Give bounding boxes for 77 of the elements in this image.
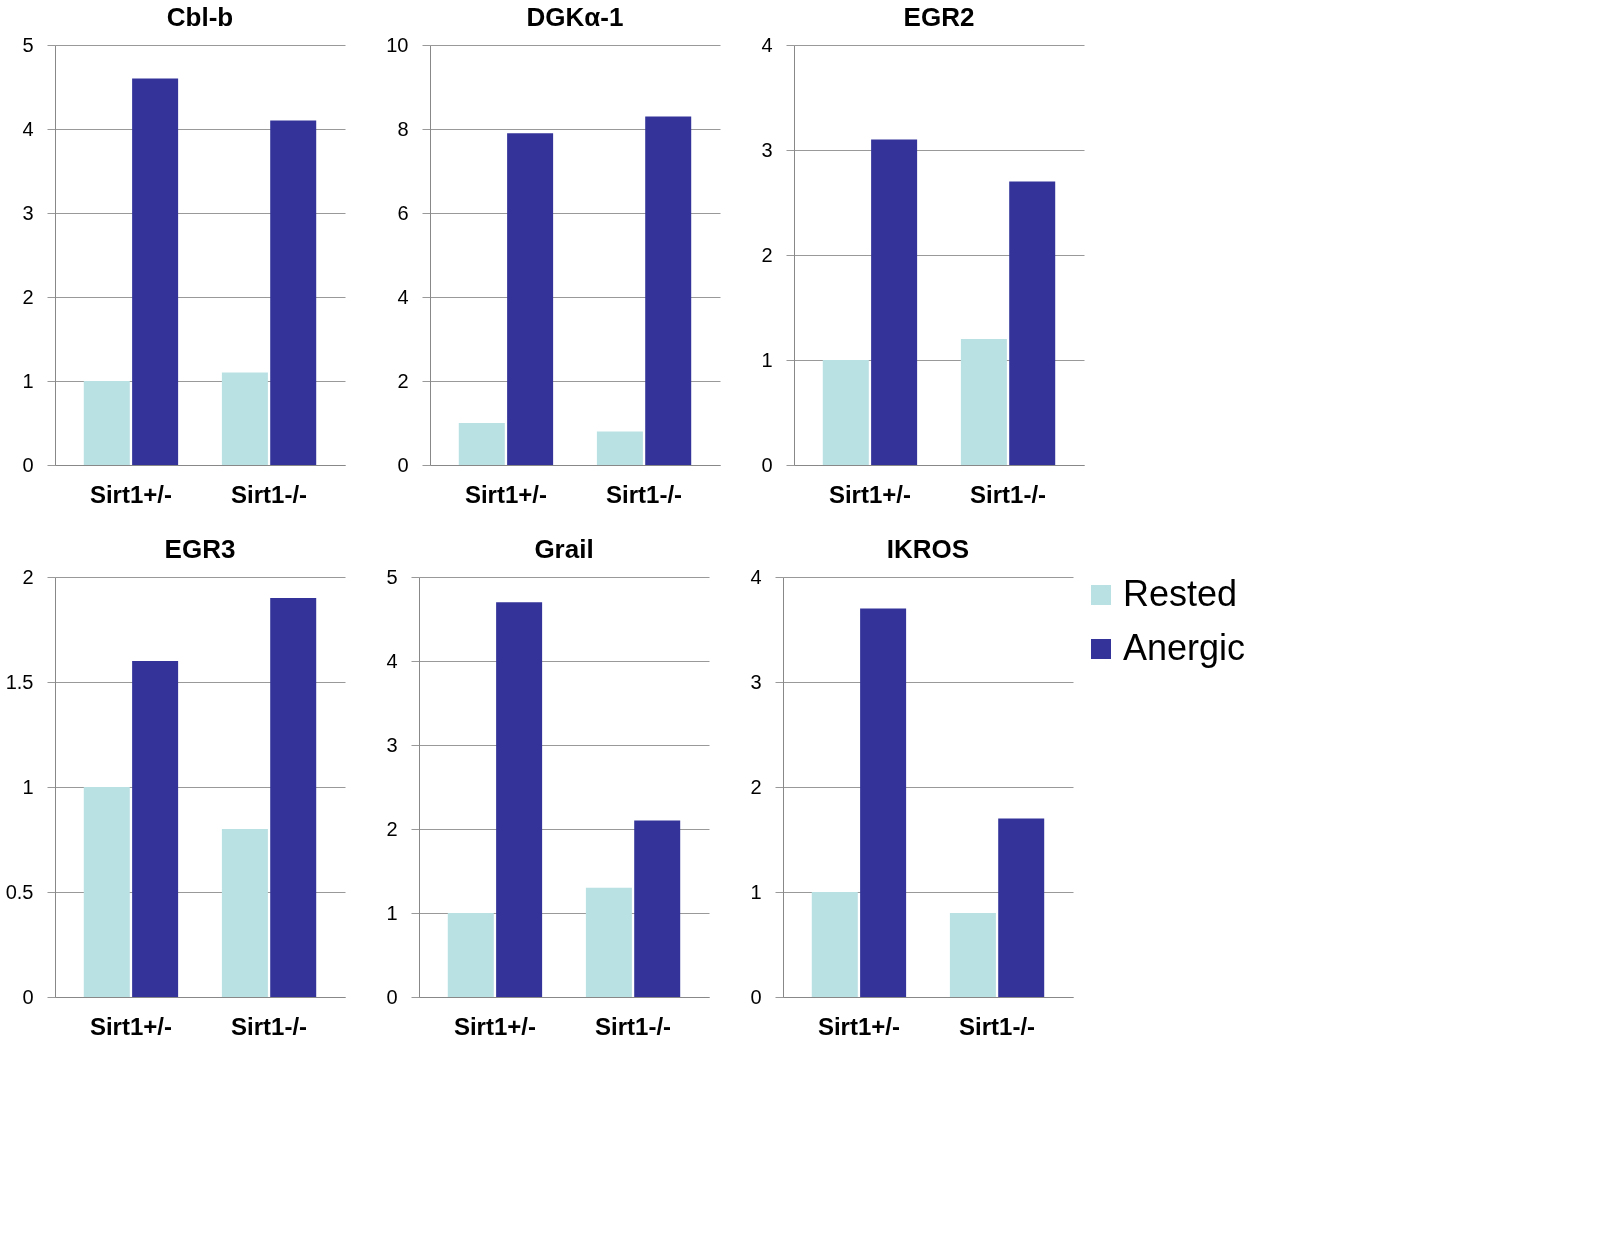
bar (507, 133, 554, 465)
chart-title: DGKα-1 (526, 2, 624, 32)
bar (585, 887, 632, 997)
y-tick-label: 0 (22, 453, 34, 476)
x-tick-label: Sirt1-/- (231, 480, 308, 508)
bar (634, 820, 681, 997)
x-tick-label: Sirt1+/- (817, 1012, 900, 1040)
y-tick-label: 4 (750, 565, 762, 588)
bar (822, 360, 869, 465)
bar (998, 818, 1045, 997)
bar (221, 829, 268, 997)
y-tick-label: 0 (22, 985, 34, 1008)
x-tick-label: Sirt1-/- (231, 1012, 308, 1040)
y-tick-label: 2 (750, 775, 762, 798)
y-tick-label: 1 (761, 348, 773, 371)
chart-title: EGR2 (903, 2, 975, 32)
y-tick-label: 3 (761, 138, 773, 161)
chart-title: Grail (534, 534, 594, 564)
x-tick-label: Sirt1-/- (959, 1012, 1036, 1040)
y-tick-label: 2 (386, 817, 398, 840)
y-tick-label: 5 (22, 33, 34, 56)
y-tick-label: 6 (397, 201, 409, 224)
y-tick-label: 1 (386, 901, 398, 924)
y-tick-label: 0 (397, 453, 409, 476)
y-tick-label: 1.5 (5, 670, 34, 693)
bar (811, 892, 858, 997)
bar (871, 139, 918, 465)
bar (270, 598, 317, 997)
y-tick-label: 1 (750, 880, 762, 903)
x-tick-label: Sirt1+/- (828, 480, 911, 508)
y-tick-label: 1 (22, 369, 34, 392)
bar (270, 120, 317, 465)
y-tick-label: 4 (761, 33, 773, 56)
bar (132, 661, 179, 997)
bar (645, 116, 692, 465)
y-tick-label: 2 (22, 565, 34, 588)
x-tick-label: Sirt1-/- (606, 480, 683, 508)
y-tick-label: 3 (750, 670, 762, 693)
legend-label: Anergic (1123, 627, 1246, 668)
bar (458, 423, 505, 465)
y-tick-label: 0.5 (5, 880, 34, 903)
x-tick-label: Sirt1+/- (464, 480, 547, 508)
y-tick-label: 4 (397, 285, 409, 308)
y-tick-label: 3 (386, 733, 398, 756)
chart-title: EGR3 (164, 534, 236, 564)
chart-title: Cbl-b (166, 2, 234, 32)
y-tick-label: 4 (22, 117, 34, 140)
y-tick-label: 8 (397, 117, 409, 140)
x-tick-label: Sirt1-/- (595, 1012, 672, 1040)
bar (1009, 181, 1056, 465)
y-tick-label: 2 (761, 243, 773, 266)
chart-title: IKROS (886, 534, 970, 564)
bar (860, 608, 907, 997)
x-tick-label: Sirt1-/- (970, 480, 1047, 508)
bar (596, 431, 643, 465)
bar (221, 372, 268, 465)
x-tick-label: Sirt1+/- (453, 1012, 536, 1040)
bar (447, 913, 494, 997)
y-tick-label: 0 (761, 453, 773, 476)
x-tick-label: Sirt1+/- (89, 480, 172, 508)
bar (496, 602, 543, 997)
bar (949, 913, 996, 997)
y-tick-label: 4 (386, 649, 398, 672)
bar (83, 381, 130, 465)
y-tick-label: 10 (386, 33, 409, 56)
y-tick-label: 2 (22, 285, 34, 308)
y-tick-label: 3 (22, 201, 34, 224)
y-tick-label: 0 (386, 985, 398, 1008)
legend-label: Rested (1123, 573, 1238, 614)
y-tick-label: 0 (750, 985, 762, 1008)
bar (83, 787, 130, 997)
bar (132, 78, 179, 465)
y-tick-label: 1 (22, 775, 34, 798)
y-tick-label: 2 (397, 369, 409, 392)
y-tick-label: 5 (386, 565, 398, 588)
bar (960, 339, 1007, 465)
x-tick-label: Sirt1+/- (89, 1012, 172, 1040)
